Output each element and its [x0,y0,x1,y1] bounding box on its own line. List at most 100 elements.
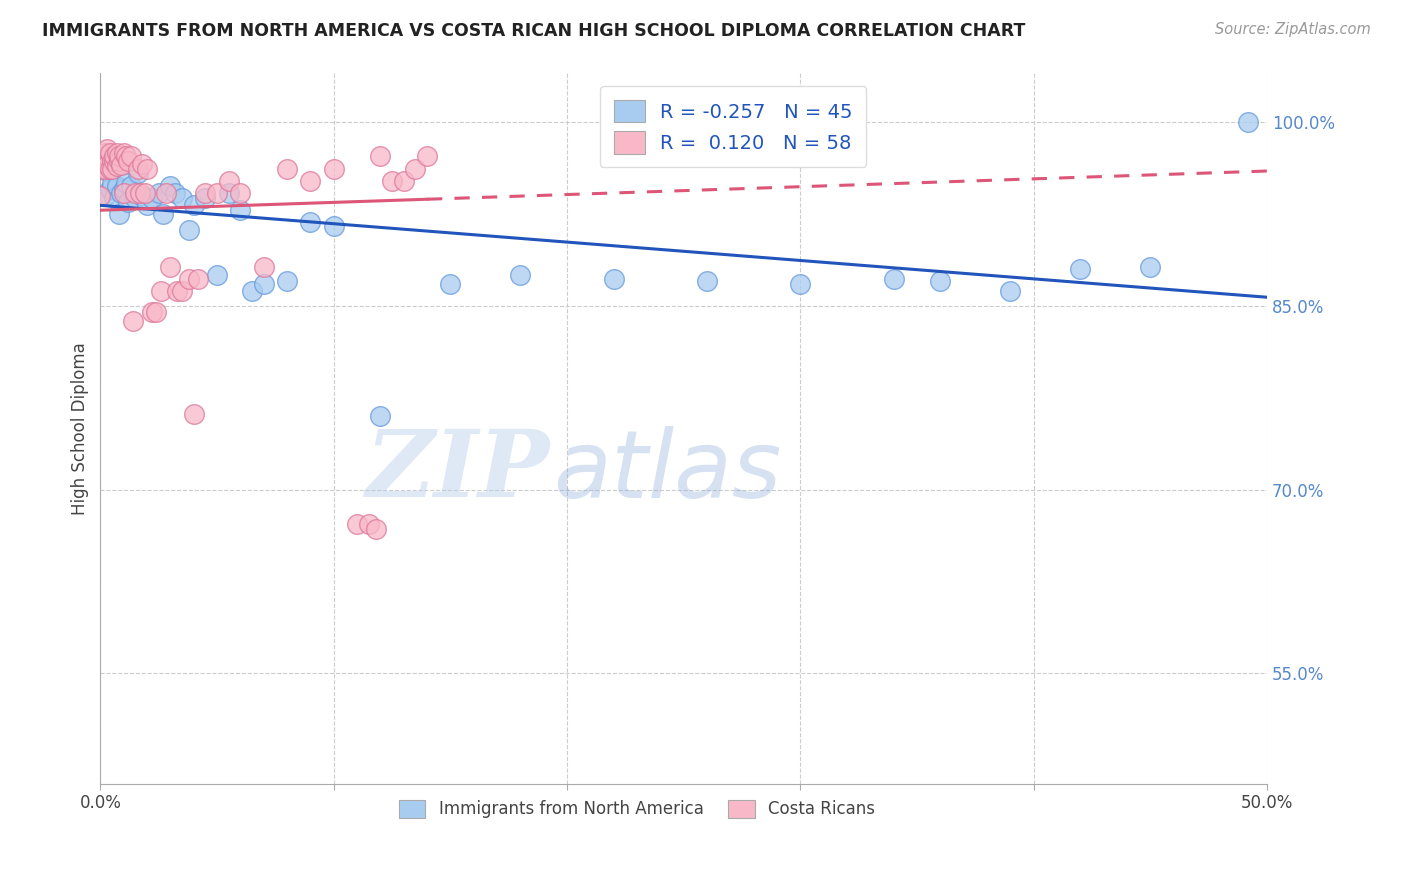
Point [141,305,163,319]
Point [439,277,461,291]
Point [131,156,153,170]
Point [112,186,135,200]
Point [105,178,128,193]
Point [789,277,811,291]
Point [177,272,200,286]
Point [205,186,228,200]
Point [368,409,391,423]
Point [112,145,135,160]
Point [183,407,205,421]
Point [299,215,322,229]
Point [166,284,188,298]
Point [883,272,905,286]
Point [416,149,439,163]
Point [1069,262,1091,277]
Point [159,260,181,274]
Point [136,198,159,212]
Point [1237,115,1260,129]
Point [96,158,118,172]
Point [1000,284,1022,298]
Point [115,149,138,163]
Y-axis label: High School Diploma: High School Diploma [72,342,89,515]
Point [94,161,117,176]
Point [108,207,131,221]
Point [120,178,142,193]
Point [150,284,173,298]
Text: Source: ZipAtlas.com: Source: ZipAtlas.com [1215,22,1371,37]
Point [218,186,240,200]
Point [229,203,252,218]
Point [170,191,193,205]
Point [124,186,146,200]
Point [103,191,125,205]
Point [127,161,149,176]
Point [299,174,322,188]
Point [91,152,114,166]
Point [94,154,117,169]
Point [240,284,263,298]
Point [91,161,114,176]
Point [194,191,217,205]
Point [96,149,118,163]
Point [509,268,531,282]
Point [127,166,149,180]
Point [101,154,124,169]
Point [253,277,276,291]
Point [129,186,152,200]
Point [117,194,139,209]
Point [381,174,404,188]
Point [929,274,952,288]
Point [94,188,117,202]
Point [105,159,128,173]
Text: atlas: atlas [553,425,782,516]
Point [152,207,174,221]
Point [110,158,132,172]
Text: IMMIGRANTS FROM NORTH AMERICA VS COSTA RICAN HIGH SCHOOL DIPLOMA CORRELATION CHA: IMMIGRANTS FROM NORTH AMERICA VS COSTA R… [42,22,1025,40]
Point [115,176,138,190]
Point [392,174,415,188]
Point [322,161,344,176]
Point [276,274,298,288]
Point [94,145,117,160]
Point [357,516,380,531]
Point [187,272,209,286]
Point [103,149,125,163]
Point [159,178,181,193]
Point [98,161,121,176]
Point [134,186,156,200]
Point [103,154,125,169]
Point [218,174,240,188]
Point [98,145,121,160]
Point [131,188,153,202]
Text: ZIP: ZIP [366,426,550,516]
Point [96,142,118,156]
Point [229,186,252,200]
Point [170,284,193,298]
Point [404,161,426,176]
Point [253,260,276,274]
Point [602,272,624,286]
Point [120,149,142,163]
Point [122,313,145,327]
Point [148,186,170,200]
Point [205,268,228,282]
Point [101,176,124,190]
Point [136,161,159,176]
Point [163,186,186,200]
Point [89,188,111,202]
Point [108,149,131,163]
Legend: Immigrants from North America, Costa Ricans: Immigrants from North America, Costa Ric… [392,793,882,825]
Point [696,274,718,288]
Point [322,219,344,234]
Point [105,145,128,160]
Point [364,522,387,536]
Point [183,198,205,212]
Point [124,191,146,205]
Point [177,223,200,237]
Point [98,182,121,196]
Point [108,154,131,169]
Point [110,186,132,200]
Point [117,154,139,169]
Point [276,161,298,176]
Point [101,161,124,176]
